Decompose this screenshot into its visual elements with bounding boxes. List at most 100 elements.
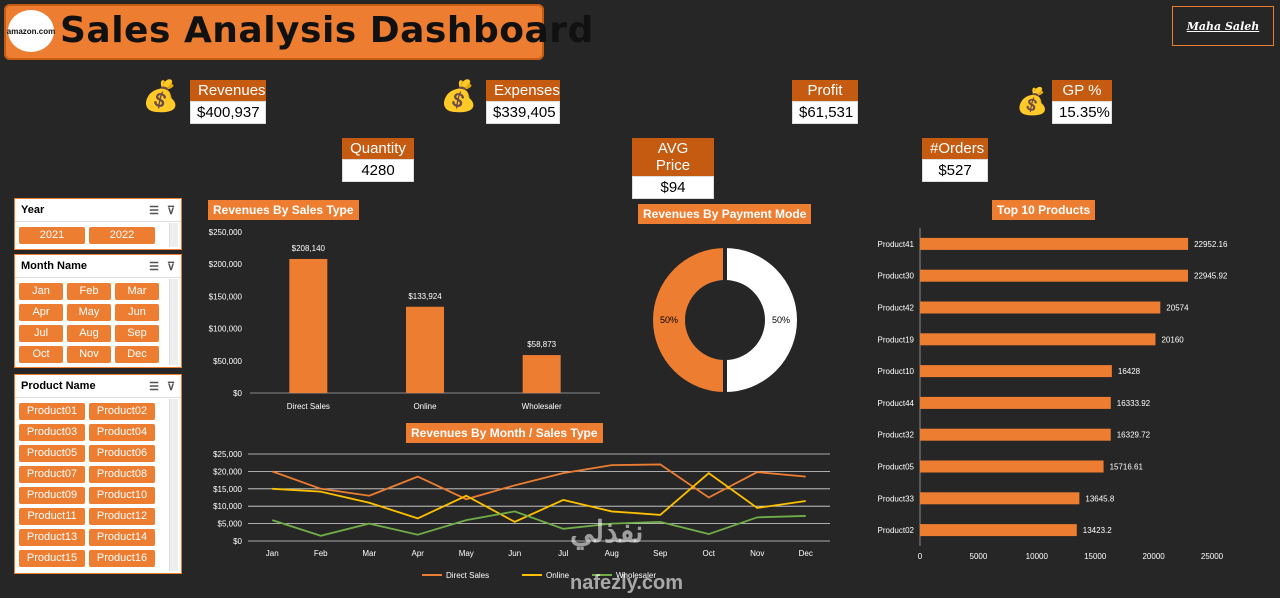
y-tick-label: $15,000 [213,485,242,494]
coins-bag-icon: 💰 [1016,86,1049,116]
money-hand-icon: 💰 [440,80,478,113]
payment-mode-donut-chart: 50% 50% [649,243,801,397]
product-chip[interactable]: Product15 [19,550,85,567]
year-slicer: Year ☰ ⊽ 2021 2022 [14,198,182,250]
hbar [920,396,1111,409]
clear-filter-icon[interactable]: ⊽ [166,204,175,217]
y-tick-label: $25,000 [213,450,242,459]
product-slicer-title: Product Name [21,380,96,392]
x-tick-label: 0 [918,552,923,561]
month-chip[interactable]: May [67,304,111,321]
product-chip[interactable]: Product08 [89,466,155,483]
product-chip[interactable]: Product12 [89,508,155,525]
multi-select-icon[interactable]: ☰ [149,204,159,217]
product-chip[interactable]: Product01 [19,403,85,420]
product-chip[interactable]: Product09 [19,487,85,504]
kpi-profit-label: Profit [792,80,858,101]
hbar-data-label: 20574 [1166,304,1189,313]
author-signature: Maha Saleh [1172,6,1274,46]
kpi-quantity-label: Quantity [342,138,414,159]
kpi-gp-value: 15.35% [1052,101,1112,124]
sales-type-bar-chart: $0 $50,000 $100,000 $150,000 $200,000 $250,00… [209,228,600,411]
product-slicer-header: Product Name ☰ ⊽ [15,375,181,398]
month-scrollbar[interactable] [169,279,178,365]
month-chip[interactable]: Apr [19,304,63,321]
x-tick-label: Dec [799,549,813,558]
bar-data-label: $133,924 [408,292,442,301]
product-chip[interactable]: Product10 [89,487,155,504]
multi-select-icon[interactable]: ☰ [149,260,159,273]
bar-data-label: $58,873 [527,340,556,349]
x-tick-label: Jan [266,549,279,558]
kpi-revenues: Revenues $400,937 [190,80,266,124]
year-chip[interactable]: 2022 [89,227,155,244]
y-tick-label: $200,000 [209,260,243,269]
month-slicer-items: Jan Feb Mar Apr May Jun Jul Aug Sep Oct Nov Dec [15,278,181,368]
clear-filter-icon[interactable]: ⊽ [166,380,175,393]
x-tick-label: Mar [362,549,376,558]
y-tick-label: Product32 [878,431,915,440]
month-chip[interactable]: Jan [19,283,63,300]
series-line [271,463,806,501]
clear-filter-icon[interactable]: ⊽ [166,260,175,273]
top-products-chart-title: Top 10 Products [992,200,1096,220]
hbar [920,269,1189,282]
kpi-avg-price-label: AVG Price [632,138,714,176]
money-bags-icon: 💰 [142,80,180,113]
month-slicer-title: Month Name [21,260,87,272]
month-chip[interactable]: Jun [115,304,159,321]
month-chip[interactable]: Feb [67,283,111,300]
hbar-data-label: 16333.92 [1117,399,1151,408]
legend-label: Wholesaler [616,571,656,580]
x-tick-label: Online [413,402,437,411]
multi-select-icon[interactable]: ☰ [149,380,159,393]
product-chip[interactable]: Product06 [89,445,155,462]
product-chip[interactable]: Product04 [89,424,155,441]
product-chip[interactable]: Product05 [19,445,85,462]
month-chip[interactable]: Aug [67,325,111,342]
month-chip[interactable]: Dec [115,346,159,363]
bar [522,355,561,393]
hbar [920,237,1189,250]
bar [406,306,444,393]
hbar-data-label: 13423.2 [1083,526,1112,535]
product-chip[interactable]: Product14 [89,529,155,546]
month-chip[interactable]: Sep [115,325,159,342]
product-chip[interactable]: Product07 [19,466,85,483]
y-tick-label: $250,000 [209,228,243,237]
month-chip[interactable]: Oct [19,346,63,363]
legend-label: Online [546,571,570,580]
donut-label: 50% [772,315,790,325]
x-tick-label: Jul [558,549,568,558]
year-scrollbar[interactable] [169,223,178,247]
kpi-profit: Profit $61,531 [792,80,858,124]
x-tick-label: Nov [750,549,764,558]
kpi-orders: #Orders $527 [922,138,988,182]
x-tick-label: 20000 [1142,552,1165,561]
y-tick-label: Product41 [878,240,915,249]
top-products-bar-chart: 0 5000 10000 15000 20000 25000 Product41 22952.… [878,228,1228,561]
product-chip[interactable]: Product16 [89,550,155,567]
hbar-data-label: 20160 [1161,335,1184,344]
month-chip[interactable]: Jul [19,325,63,342]
hbar [920,460,1104,473]
x-tick-label: Aug [605,549,619,558]
month-chip[interactable]: Nov [67,346,111,363]
hbar [920,428,1111,441]
product-chip[interactable]: Product13 [19,529,85,546]
kpi-quantity-value: 4280 [342,159,414,182]
year-chip[interactable]: 2021 [19,227,85,244]
y-tick-label: $20,000 [213,467,242,476]
hbar [920,365,1112,378]
product-chip[interactable]: Product11 [19,508,85,525]
hbar-data-label: 22952.16 [1194,240,1228,249]
month-slicer-header: Month Name ☰ ⊽ [15,255,181,278]
product-scrollbar[interactable] [169,399,178,571]
month-chip[interactable]: Mar [115,283,159,300]
logo-text: amazon.com [6,26,56,36]
payment-mode-chart-title: Revenues By Payment Mode [638,204,812,224]
page-title: Sales Analysis Dashboard [60,10,594,51]
product-chip[interactable]: Product03 [19,424,85,441]
product-chip[interactable]: Product02 [89,403,155,420]
